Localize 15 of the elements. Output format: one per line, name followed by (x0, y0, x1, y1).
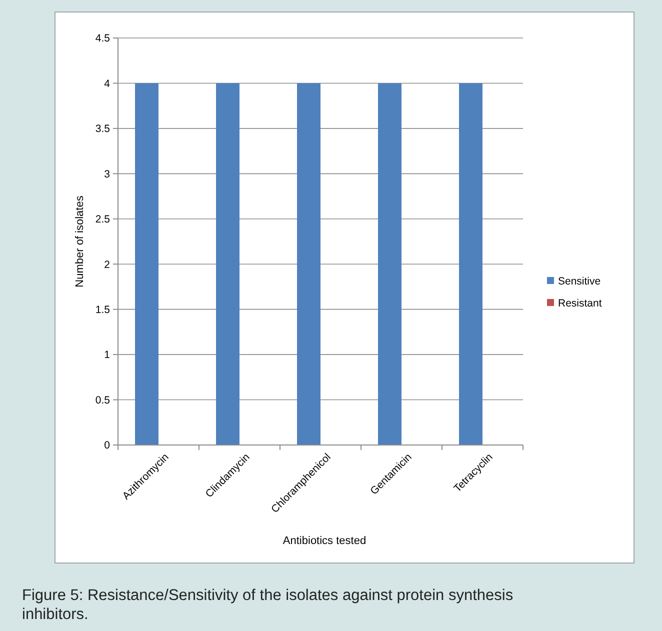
y-tick-label: 1 (104, 349, 110, 362)
y-axis-title: Number of isolates (74, 195, 86, 288)
x-axis-title: Antibiotics tested (282, 535, 366, 547)
y-tick-label: 1.5 (95, 304, 110, 316)
y-tick-label: 2.5 (95, 214, 110, 226)
legend-label: Sensitive (558, 276, 601, 288)
y-tick-label: 0 (104, 440, 110, 452)
y-tick-label: 3.5 (95, 123, 110, 136)
y-tick-label: 4 (104, 78, 110, 90)
y-tick-label: 0.5 (95, 394, 110, 406)
y-tick-label: 4.5 (95, 32, 110, 45)
y-tick-label: 3 (104, 168, 110, 180)
y-tick-label: 2 (104, 258, 110, 271)
caption: Figure 5: Resistance/Sensitivity of the isolates against protein synthesis inhibitors. (22, 587, 514, 623)
legend-label: Resistant (558, 298, 602, 310)
